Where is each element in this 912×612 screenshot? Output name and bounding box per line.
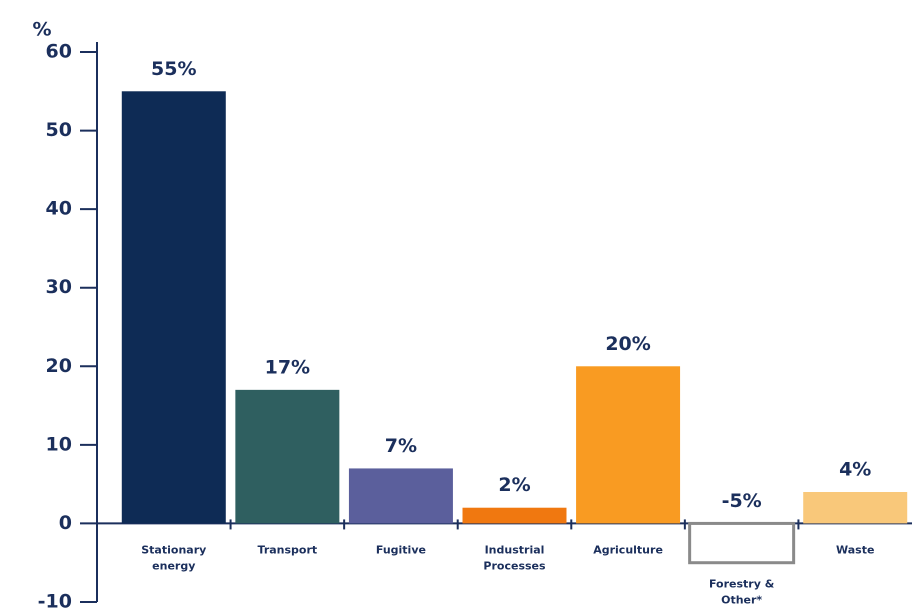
value-label: 4% — [839, 459, 871, 481]
bar — [235, 389, 340, 524]
y-tick-label: 50 — [46, 119, 72, 141]
x-tick-label: Agriculture — [593, 543, 663, 556]
y-tick-label: 40 — [46, 198, 72, 220]
value-label: 2% — [498, 474, 530, 496]
bar — [348, 468, 453, 524]
y-tick-label: 20 — [46, 355, 72, 377]
x-tick-label: Waste — [836, 543, 874, 556]
value-label: 20% — [605, 333, 650, 355]
y-tick-label: -10 — [38, 591, 72, 612]
x-tick-label: Stationary energy — [141, 543, 206, 572]
value-label: 55% — [151, 58, 196, 80]
y-tick-label: 10 — [46, 433, 72, 455]
x-tick-label: Industrial Processes — [483, 543, 546, 572]
value-label: 7% — [385, 435, 417, 457]
bar — [462, 507, 567, 524]
bar — [121, 91, 226, 524]
value-label: 17% — [265, 356, 310, 378]
x-tick-label: Forestry & Other* — [709, 578, 775, 607]
x-tick-label: Fugitive — [376, 543, 426, 556]
bar — [803, 492, 908, 524]
y-tick-label: 30 — [46, 276, 72, 298]
bar — [576, 366, 681, 524]
value-label: -5% — [722, 490, 762, 512]
x-tick-label: Transport — [258, 543, 318, 556]
y-tick-label: 0 — [59, 512, 72, 534]
y-tick-label: 60 — [46, 41, 72, 63]
y-axis-label: % — [32, 19, 51, 41]
bar — [688, 521, 796, 565]
